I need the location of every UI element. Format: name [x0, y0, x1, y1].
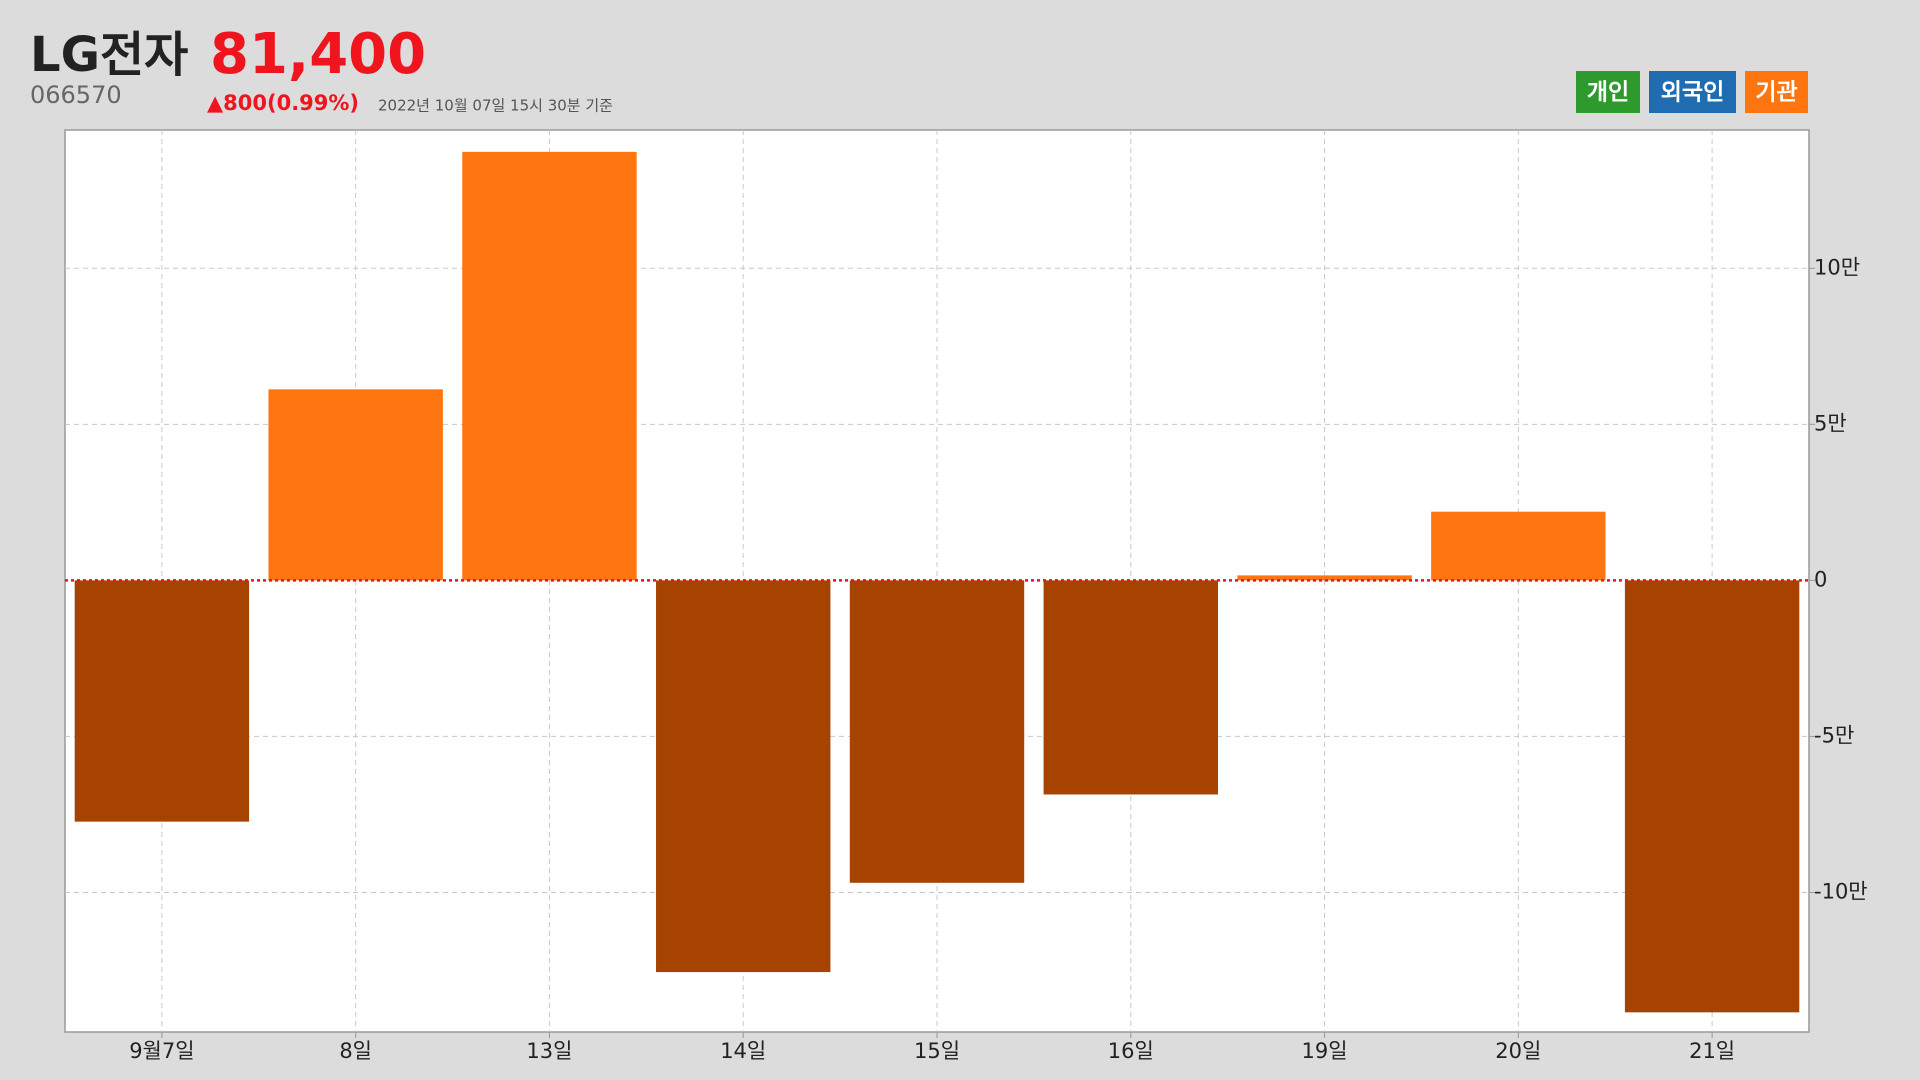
bar — [849, 580, 1025, 883]
timestamp: 2022년 10월 07일 15시 30분 기준 — [378, 97, 613, 115]
legend-button[interactable] — [1649, 71, 1736, 113]
stock-code: 066570 — [30, 81, 122, 109]
legend-button[interactable] — [1576, 71, 1640, 113]
legend-label[interactable]: 개인 — [1587, 80, 1629, 106]
y-tick-label: 10만 — [1814, 255, 1860, 279]
x-tick-label: 8일 — [339, 1039, 372, 1063]
x-tick-label: 16일 — [1108, 1039, 1154, 1063]
x-tick-label: 9월7일 — [129, 1039, 194, 1063]
price-change: ▲800(0.99%) — [207, 91, 359, 115]
bar — [1624, 580, 1800, 1013]
bar — [462, 151, 637, 581]
bar — [1237, 575, 1412, 581]
x-tick-label: 14일 — [720, 1039, 766, 1063]
legend-label[interactable]: 외국인 — [1661, 80, 1724, 106]
y-tick-label: 0 — [1814, 567, 1827, 591]
y-tick-label: -5만 — [1814, 723, 1854, 747]
y-tick-label: -10만 — [1814, 879, 1868, 903]
bar — [1043, 580, 1218, 795]
x-tick-label: 13일 — [526, 1039, 572, 1063]
x-tick-label: 15일 — [914, 1039, 960, 1063]
stock-name: LG전자 — [30, 27, 188, 83]
x-tick-label: 21일 — [1689, 1039, 1735, 1063]
x-tick-label: 19일 — [1302, 1039, 1348, 1063]
bar — [656, 580, 831, 973]
legend-label[interactable]: 기관 — [1755, 80, 1797, 106]
y-tick-label: 5만 — [1814, 411, 1847, 435]
bar — [268, 389, 443, 581]
bar — [1431, 511, 1606, 581]
price: 81,400 — [210, 22, 426, 87]
legend-button[interactable] — [1745, 71, 1808, 113]
bar — [74, 580, 250, 822]
x-tick-label: 20일 — [1495, 1039, 1541, 1063]
